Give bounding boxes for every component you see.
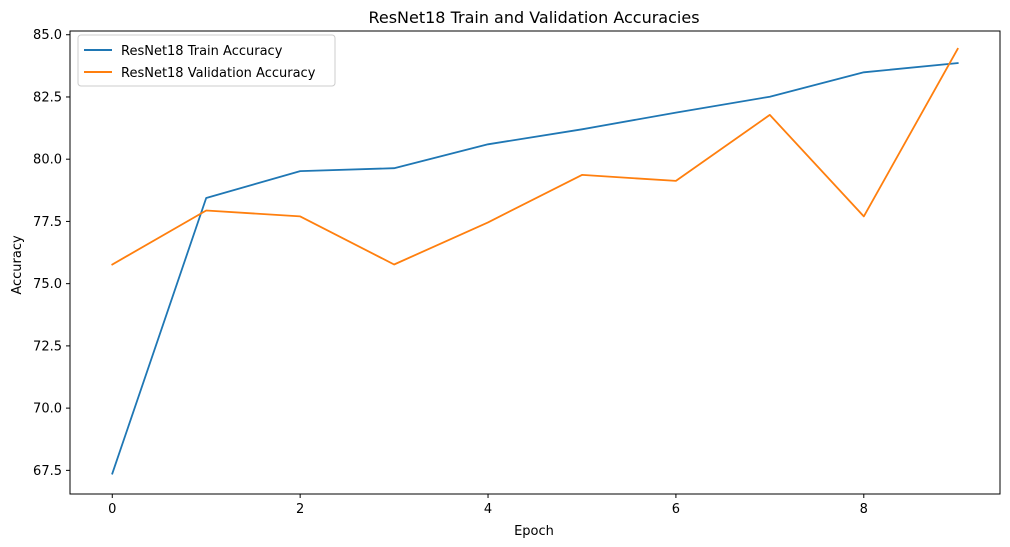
legend-label-validation: ResNet18 Validation Accuracy: [121, 66, 316, 81]
y-tick-label: 70.0: [33, 402, 62, 417]
x-tick-label: 2: [296, 502, 304, 517]
plot-frame: [69, 30, 1001, 495]
plot-area: [69, 30, 1001, 495]
series-line-train: [111, 62, 959, 475]
legend-label-train: ResNet18 Train Accuracy: [121, 44, 283, 59]
y-tick-label: 67.5: [33, 464, 62, 479]
y-tick-label: 77.5: [33, 215, 62, 230]
x-tick-label: 6: [672, 502, 680, 517]
y-axis: 67.5 70.0 72.5 75.0 77.5 80.0 82.5 85.0: [33, 28, 70, 479]
y-tick-label: 82.5: [33, 90, 62, 105]
x-axis-label: Epoch: [514, 524, 554, 539]
y-tick-label: 72.5: [33, 339, 62, 354]
x-tick-label: 0: [108, 502, 116, 517]
x-tick-label: 8: [860, 502, 868, 517]
y-tick-label: 75.0: [33, 277, 62, 292]
series-line-validation: [111, 47, 959, 266]
chart-title: ResNet18 Train and Validation Accuracies: [368, 8, 699, 27]
x-tick-label: 4: [484, 502, 492, 517]
y-tick-label: 80.0: [33, 153, 62, 168]
legend-box: [77, 34, 336, 87]
y-axis-label: Accuracy: [10, 235, 25, 295]
x-axis: 0 2 4 6 8: [108, 494, 868, 517]
y-tick-label: 85.0: [33, 28, 62, 43]
series-lines: [111, 47, 959, 475]
legend: ResNet18 Train Accuracy ResNet18 Validat…: [77, 34, 336, 87]
